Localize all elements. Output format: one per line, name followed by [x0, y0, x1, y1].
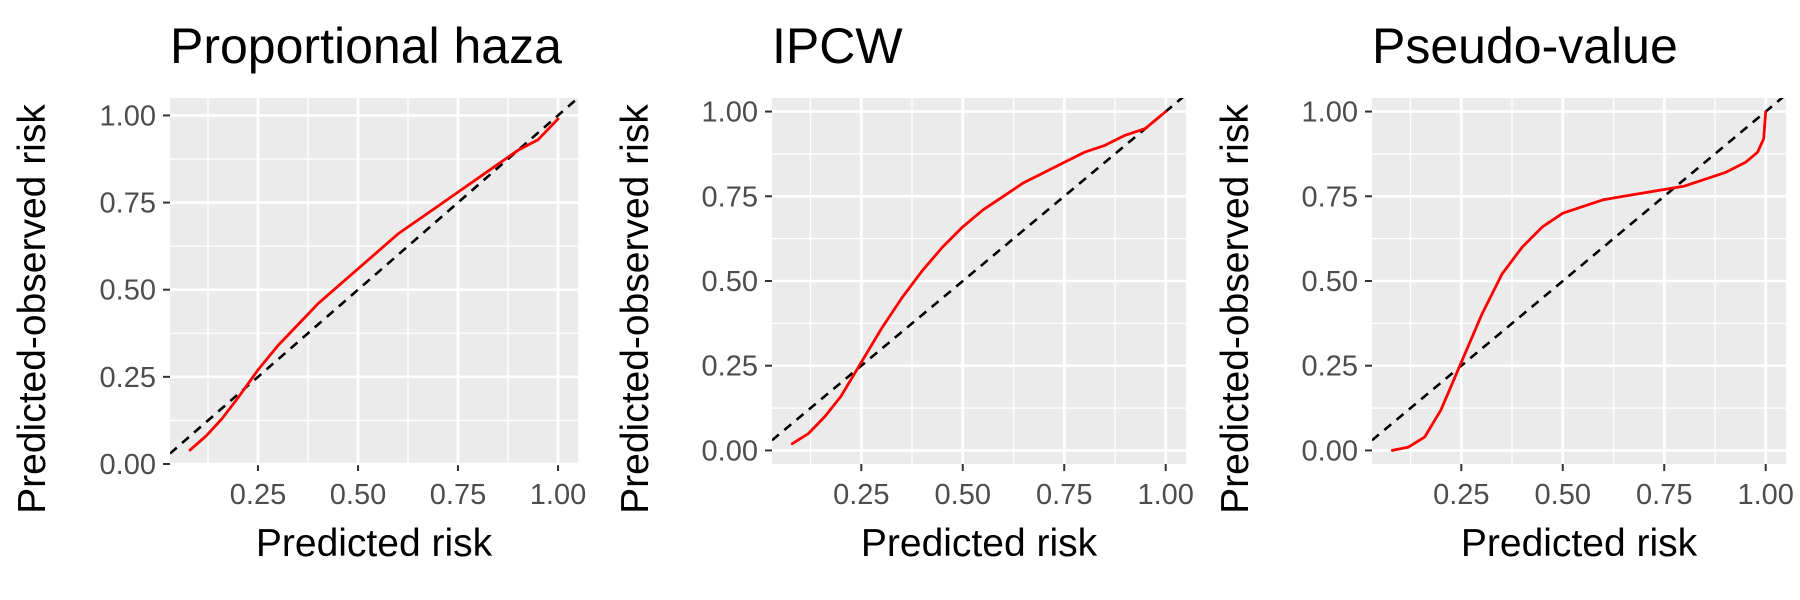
x-tick-label: 1.00 — [1137, 479, 1193, 511]
y-tick-label: 1.00 — [1302, 97, 1358, 129]
y-tick-label: 0.75 — [1302, 181, 1358, 213]
y-tick-label: 0.50 — [702, 266, 758, 298]
y-tick-label: 0.50 — [100, 275, 156, 307]
y-tick-label: 0.00 — [100, 449, 156, 481]
y-axis-title: Predicted-observed risk — [11, 104, 54, 514]
x-tick-label: 0.25 — [230, 479, 286, 511]
panel-title: Pseudo-value — [1372, 18, 1678, 74]
x-tick-label: 1.00 — [1737, 479, 1793, 511]
y-tick-label: 0.25 — [702, 351, 758, 383]
reference-line — [1372, 98, 1784, 442]
calibration-curve — [188, 117, 560, 452]
y-axis-title: Predicted-observed risk — [614, 104, 657, 514]
panel-3: 0.25 0.50 0.75 1.00 0.00 0.25 0.50 0.75 1.00 Pseu… — [1214, 18, 1794, 565]
y-tick-label: 0.00 — [1302, 435, 1358, 467]
reference-line — [772, 98, 1184, 442]
panel-background — [170, 98, 578, 464]
x-axis-title: Predicted risk — [1461, 522, 1698, 565]
x-tick-label: 0.50 — [330, 479, 386, 511]
y-tick-label: 0.25 — [1302, 351, 1358, 383]
x-tick-label: 0.25 — [833, 479, 889, 511]
y-axis-title: Predicted-observed risk — [1214, 104, 1257, 514]
panel-title: IPCW — [772, 18, 903, 74]
panel-title: Proportional haza — [170, 18, 562, 74]
calibration-curve — [790, 110, 1168, 446]
y-tick-label: 0.50 — [1302, 266, 1358, 298]
x-tick-label: 0.50 — [935, 479, 991, 511]
x-tick-label: 0.25 — [1433, 479, 1489, 511]
x-axis-title: Predicted risk — [256, 522, 493, 565]
x-tick-label: 0.75 — [1036, 479, 1092, 511]
y-tick-label: 1.00 — [100, 100, 156, 132]
y-tick-label: 0.75 — [100, 188, 156, 220]
x-axis-title: Predicted risk — [861, 522, 1098, 565]
y-tick-label: 0.75 — [702, 181, 758, 213]
x-tick-label: 0.50 — [1535, 479, 1591, 511]
y-tick-label: 0.25 — [100, 362, 156, 394]
y-tick-label: 0.00 — [702, 435, 758, 467]
x-tick-label: 0.75 — [430, 479, 486, 511]
panel-1: 0.25 0.50 0.75 1.00 0.00 0.25 0.50 0.75 1.00 Prop… — [11, 18, 586, 565]
x-tick-label: 0.75 — [1636, 479, 1692, 511]
panel-2: 0.25 0.50 0.75 1.00 0.00 0.25 0.50 0.75 1.00 IPCW… — [614, 18, 1194, 565]
calibration-curve — [1390, 110, 1768, 452]
y-tick-label: 1.00 — [702, 97, 758, 129]
x-tick-label: 1.00 — [530, 479, 586, 511]
